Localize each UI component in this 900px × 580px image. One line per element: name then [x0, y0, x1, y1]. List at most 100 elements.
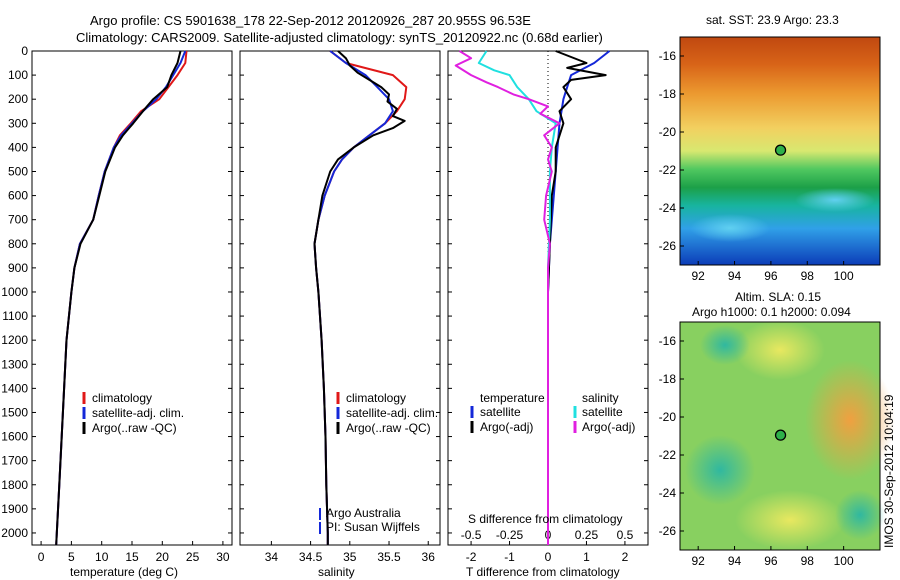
salinity-x-tick-label: 34: [265, 550, 279, 564]
map-y-tick-label: -26: [659, 239, 677, 253]
sla-feature: [735, 320, 825, 380]
depth-tick-label: 300: [8, 116, 28, 130]
figure-title-line2: Climatology: CARS2009. Satellite-adjuste…: [76, 30, 603, 45]
argo-australia-label: Argo Australia: [326, 506, 401, 520]
map-x-tick-label: 92: [692, 269, 706, 283]
temperature-x-tick-label: 15: [125, 550, 139, 564]
series-argo-raw-qc: [313, 50, 406, 545]
sla-map: [679, 320, 895, 551]
map-y-tick-label: -18: [659, 87, 677, 101]
t-difference-x-tick-label: -2: [466, 550, 477, 564]
sla-map-title: Altim. SLA: 0.15: [735, 290, 821, 304]
map-y-tick-label: -20: [659, 125, 677, 139]
map-x-tick-label: 92: [692, 554, 706, 568]
map-x-tick-label: 96: [764, 269, 778, 283]
sla-map-frame: [679, 321, 881, 551]
map-y-tick-label: -18: [659, 372, 677, 386]
pi-label: PI: Susan Wijffels: [326, 520, 420, 534]
temperature-x-tick-label: 0: [38, 550, 45, 564]
imos-timestamp: IMOS 30-Sep-2012 10:04:19: [882, 394, 896, 548]
series-climatology: [55, 50, 188, 546]
map-y-tick-label: -22: [659, 448, 677, 462]
salinity-legend: climatology satellite-adj. clim. Argo(..…: [319, 391, 438, 534]
t-difference-xlabel: T difference from climatology: [466, 565, 620, 579]
s-difference-tick-label: -0.25: [496, 528, 524, 542]
depth-tick-label: 200: [8, 92, 28, 106]
temperature-x-axis: 0 5 10 15 20 25 30: [38, 541, 230, 564]
depth-tick-label: 800: [8, 237, 28, 251]
legend-argo-raw: Argo(..raw -QC): [346, 421, 431, 435]
legend-satellite-adj: satellite-adj. clim.: [346, 406, 438, 420]
depth-tick-label: 1600: [1, 430, 28, 444]
depth-axis: 0 100 200 300 400 500 600 700 800 900 1000 1100 1200…: [1, 44, 648, 540]
map-x-tick-label: 94: [728, 554, 742, 568]
figure-title-line1: Argo profile: CS 5901638_178 22-Sep-2012…: [90, 13, 531, 28]
sst-map-axes: 92 94 96 98 100 -16 -18 -20 -22 -24 -26: [659, 49, 854, 283]
difference-legend: temperature satellite Argo(-adj) salinit…: [470, 391, 635, 434]
sla-feature: [835, 490, 885, 540]
t-difference-x-tick-label: 1: [583, 550, 590, 564]
t-difference-x-tick-label: -1: [504, 550, 515, 564]
depth-tick-label: 900: [8, 261, 28, 275]
map-x-tick-label: 100: [834, 554, 854, 568]
legend-t-satellite: satellite: [480, 405, 521, 419]
map-y-tick-label: -20: [659, 410, 677, 424]
sst-feature: [690, 214, 770, 242]
depth-tick-label: 1100: [2, 309, 28, 323]
depth-tick-label: 700: [8, 213, 28, 227]
depth-tick-label: 600: [8, 189, 28, 203]
temperature-x-tick-label: 30: [216, 550, 230, 564]
argo-location-marker: [774, 144, 787, 156]
salinity-x-tick-label: 34.5: [299, 550, 323, 564]
legend-climatology: climatology: [92, 391, 152, 405]
legend-satellite-adj: satellite-adj. clim.: [92, 406, 184, 420]
depth-tick-label: 500: [8, 164, 28, 178]
depth-tick-label: 100: [8, 68, 28, 82]
salinity-x-tick-label: 35: [343, 550, 357, 564]
legend-temperature-heading: temperature: [480, 391, 545, 405]
map-x-tick-label: 96: [764, 554, 778, 568]
series-argo-raw-qc: [55, 50, 182, 546]
sst-map-frame: [679, 36, 881, 266]
series-salinity-argo-adj: [454, 50, 561, 545]
temperature-xlabel: temperature (deg C): [70, 565, 178, 579]
salinity-x-tick-label: 36: [422, 550, 436, 564]
depth-tick-label: 1500: [1, 405, 28, 419]
s-difference-tick-label: 0.25: [575, 528, 599, 542]
depth-tick-label: 1900: [1, 502, 28, 516]
legend-t-argo: Argo(-adj): [480, 420, 533, 434]
t-difference-x-tick-label: 0: [545, 550, 552, 564]
depth-tick-label: 0: [21, 44, 28, 58]
sst-map-title: sat. SST: 23.9 Argo: 23.3: [706, 13, 839, 27]
salinity-xlabel: salinity: [318, 565, 355, 579]
sla-feature: [685, 435, 755, 505]
s-difference-tick-label: 0.5: [617, 528, 634, 542]
temperature-x-tick-label: 20: [156, 550, 170, 564]
depth-tick-label: 1400: [1, 381, 28, 395]
map-y-tick-label: -16: [659, 49, 677, 63]
depth-tick-label: 1700: [1, 454, 28, 468]
map-x-tick-label: 98: [801, 269, 815, 283]
sla-feature: [805, 360, 895, 480]
legend-argo-raw: Argo(..raw -QC): [92, 421, 177, 435]
depth-tick-label: 1200: [1, 333, 28, 347]
sst-feature: [795, 188, 875, 212]
map-y-tick-label: -24: [659, 486, 677, 500]
map-y-tick-label: -26: [659, 524, 677, 538]
salinity-panel-frame: [239, 50, 441, 546]
depth-tick-label: 400: [8, 140, 28, 154]
map-y-tick-label: -16: [659, 334, 677, 348]
sla-map-axes: 92 94 96 98 100 -16 -18 -20 -22 -24 -26: [659, 334, 854, 568]
difference-series: [454, 50, 611, 545]
salinity-x-tick-label: 35.5: [377, 550, 401, 564]
legend-climatology: climatology: [346, 391, 406, 405]
sla-map-subtitle: Argo h1000: 0.1 h2000: 0.094: [692, 305, 851, 319]
t-difference-x-tick-label: 2: [622, 550, 629, 564]
temperature-x-tick-label: 25: [186, 550, 200, 564]
sla-feature: [735, 490, 845, 550]
series-salinity-satellite: [477, 50, 557, 545]
map-x-tick-label: 100: [834, 269, 854, 283]
legend-s-satellite: satellite: [582, 405, 623, 419]
depth-tick-label: 1300: [1, 357, 28, 371]
